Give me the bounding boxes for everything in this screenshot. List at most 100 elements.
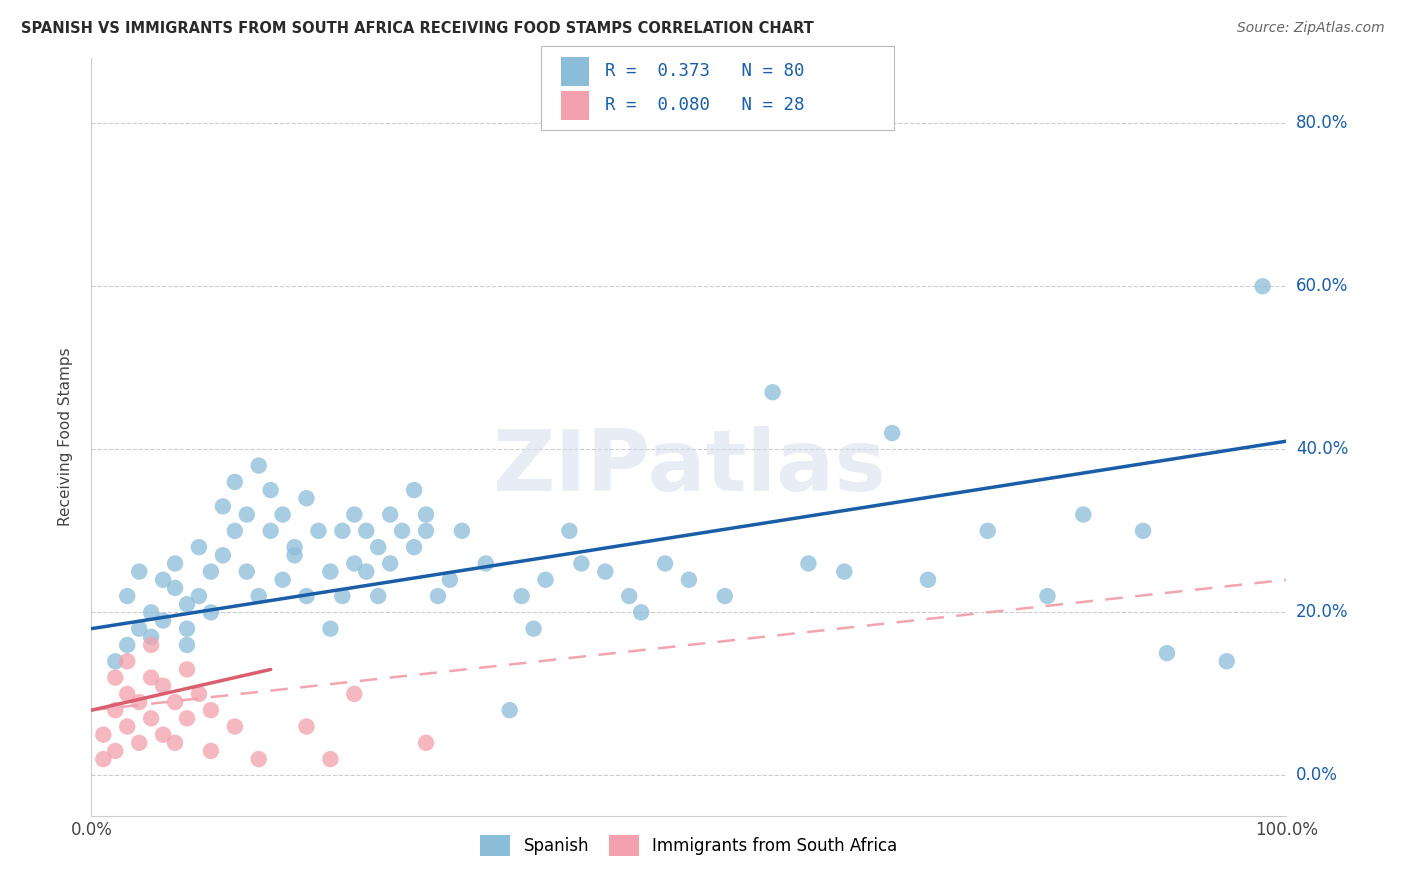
- Point: [176, 662, 198, 676]
- Point: [235, 565, 259, 579]
- Point: [510, 589, 533, 603]
- Point: [271, 573, 294, 587]
- Point: [426, 589, 449, 603]
- Point: [343, 687, 366, 701]
- Point: [128, 695, 150, 709]
- Point: [1215, 654, 1237, 668]
- Point: [200, 744, 222, 758]
- Point: [295, 589, 318, 603]
- Point: [176, 622, 198, 636]
- Point: [211, 549, 233, 563]
- Point: [104, 671, 127, 685]
- Point: [176, 711, 198, 725]
- Text: R =  0.080   N = 28: R = 0.080 N = 28: [605, 96, 804, 114]
- Point: [200, 703, 222, 717]
- Point: [163, 581, 186, 595]
- Point: [128, 565, 150, 579]
- Point: [211, 500, 233, 514]
- Point: [104, 703, 127, 717]
- Point: [200, 606, 222, 620]
- Point: [534, 573, 557, 587]
- Point: [163, 736, 186, 750]
- Point: [247, 752, 270, 766]
- Point: [1071, 508, 1094, 522]
- Point: [343, 557, 366, 571]
- Point: [378, 508, 402, 522]
- Point: [832, 565, 855, 579]
- Point: [354, 524, 377, 538]
- Point: [115, 589, 138, 603]
- Point: [283, 549, 307, 563]
- Point: [295, 491, 318, 506]
- Point: [283, 540, 307, 554]
- Point: [415, 524, 437, 538]
- Point: [654, 557, 676, 571]
- Point: [593, 565, 616, 579]
- Point: [415, 508, 437, 522]
- Point: [141, 630, 162, 644]
- Point: [259, 483, 281, 497]
- Point: [271, 508, 294, 522]
- Text: 60.0%: 60.0%: [1296, 277, 1348, 295]
- Y-axis label: Receiving Food Stamps: Receiving Food Stamps: [58, 348, 73, 526]
- Point: [571, 557, 593, 571]
- Point: [332, 589, 354, 603]
- Point: [1156, 646, 1178, 660]
- Point: [761, 385, 783, 400]
- Point: [141, 671, 162, 685]
- Point: [224, 524, 246, 538]
- Point: [187, 687, 211, 701]
- Point: [259, 524, 281, 538]
- Point: [797, 557, 820, 571]
- Point: [917, 573, 939, 587]
- Point: [187, 589, 211, 603]
- Text: 80.0%: 80.0%: [1296, 114, 1348, 132]
- Point: [224, 719, 246, 733]
- Point: [498, 703, 520, 717]
- Point: [402, 483, 425, 497]
- Point: [176, 638, 198, 652]
- Point: [391, 524, 413, 538]
- Point: [319, 752, 342, 766]
- Point: [880, 425, 903, 440]
- Point: [176, 597, 198, 611]
- Point: [152, 614, 174, 628]
- Point: [93, 752, 114, 766]
- Point: [152, 573, 174, 587]
- Point: [163, 695, 186, 709]
- Text: 20.0%: 20.0%: [1296, 603, 1348, 622]
- Point: [307, 524, 329, 538]
- Legend: Spanish, Immigrants from South Africa: Spanish, Immigrants from South Africa: [474, 829, 904, 863]
- Point: [128, 622, 150, 636]
- Text: 0.0%: 0.0%: [1296, 766, 1339, 784]
- Point: [1132, 524, 1154, 538]
- Text: 40.0%: 40.0%: [1296, 441, 1348, 458]
- Point: [141, 711, 162, 725]
- Point: [415, 736, 437, 750]
- Point: [141, 606, 162, 620]
- Point: [367, 589, 389, 603]
- Point: [295, 719, 318, 733]
- Point: [713, 589, 737, 603]
- Point: [115, 638, 138, 652]
- Point: [93, 728, 114, 742]
- Point: [104, 744, 127, 758]
- Point: [343, 508, 366, 522]
- Point: [630, 606, 652, 620]
- Point: [115, 654, 138, 668]
- Point: [235, 508, 259, 522]
- Point: [187, 540, 211, 554]
- Point: [378, 557, 402, 571]
- Text: R =  0.373   N = 80: R = 0.373 N = 80: [605, 62, 804, 80]
- Point: [152, 728, 174, 742]
- Point: [319, 622, 342, 636]
- Text: ZIPatlas: ZIPatlas: [492, 425, 886, 509]
- Point: [163, 557, 186, 571]
- Point: [439, 573, 461, 587]
- Point: [558, 524, 581, 538]
- Point: [200, 565, 222, 579]
- Point: [141, 638, 162, 652]
- Point: [1036, 589, 1059, 603]
- Point: [115, 687, 138, 701]
- Text: Source: ZipAtlas.com: Source: ZipAtlas.com: [1237, 21, 1385, 35]
